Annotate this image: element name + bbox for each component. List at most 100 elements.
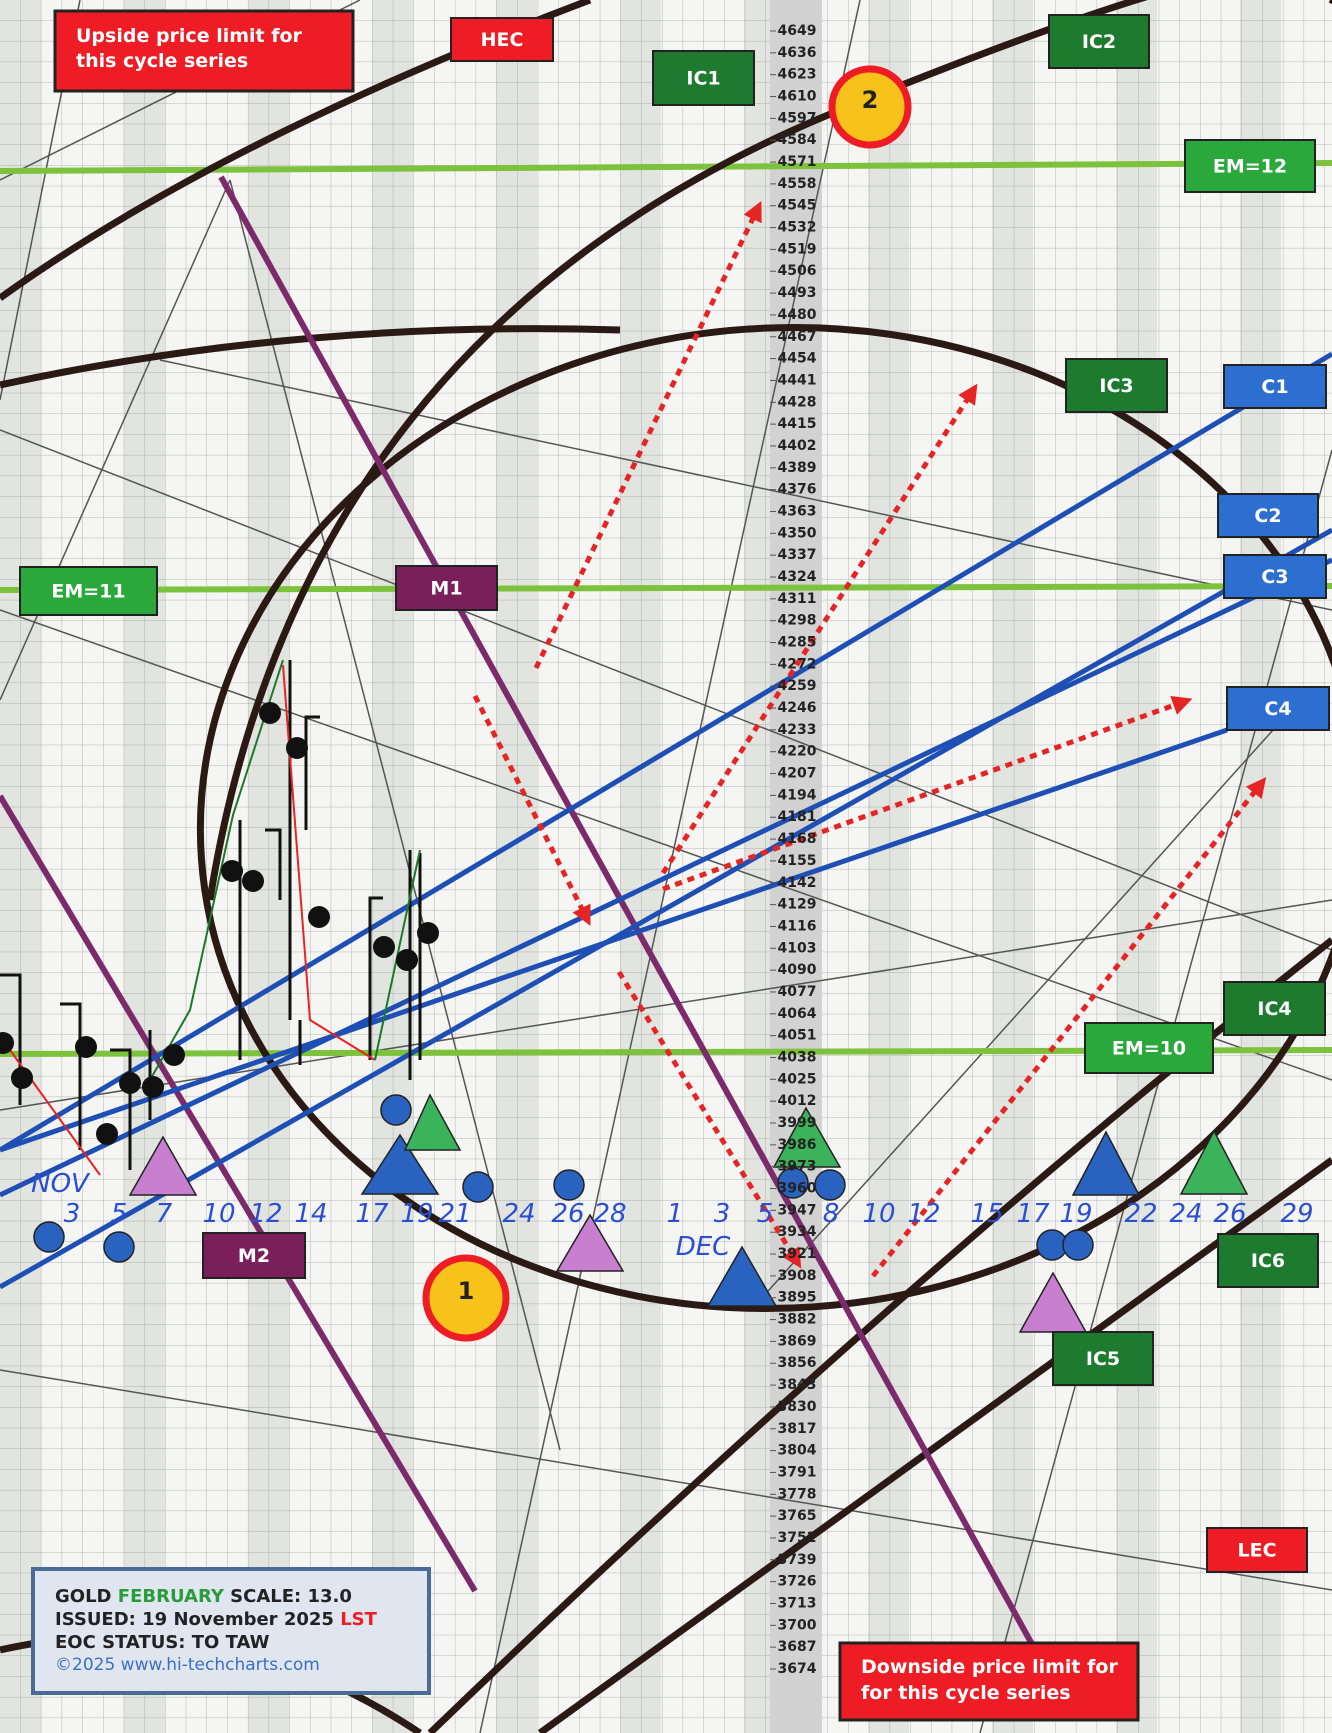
price-label: 4636 (778, 45, 817, 61)
tag-box (450, 17, 554, 62)
price-label: 4532 (778, 220, 817, 236)
boxes: Upside price limit for this cycle series… (53, 9, 1140, 1722)
info-text: SCALE: 13.0 (230, 1586, 352, 1607)
price-label: 3895 (778, 1290, 817, 1306)
date-label: 19 (1059, 1199, 1092, 1229)
date-label: 14 (294, 1199, 327, 1229)
date-label: 26 (1213, 1199, 1246, 1229)
price-label: 4220 (778, 744, 817, 760)
tag-label: IC6 (1251, 1250, 1285, 1272)
price-label: 3921 (778, 1246, 817, 1262)
price-label: 4610 (778, 89, 817, 105)
info-text: ©2025 www.hi-techcharts.com (55, 1655, 320, 1675)
tag-label: IC2 (1082, 31, 1116, 53)
price-label: 4623 (778, 67, 817, 83)
price-label: 4493 (778, 285, 817, 301)
price-label: 4571 (778, 154, 817, 170)
month-label: DEC (676, 1232, 731, 1262)
price-label: 4207 (778, 766, 817, 782)
price-label: 4415 (778, 416, 817, 432)
price-label: 4194 (778, 787, 817, 803)
price-label: 3752 (778, 1530, 817, 1546)
tag-label: C3 (1261, 566, 1288, 588)
price-label: 4363 (778, 503, 817, 519)
tag-label: C2 (1254, 505, 1281, 527)
price-label: 3804 (778, 1443, 817, 1459)
price-label: 4259 (778, 678, 817, 694)
price-label: 3817 (778, 1421, 817, 1437)
tag-label: C4 (1264, 698, 1291, 720)
price-label: 3713 (778, 1595, 817, 1611)
price-label: 4064 (778, 1006, 817, 1022)
tag-label: LEC (1237, 1540, 1276, 1562)
price-label: 4090 (778, 962, 817, 978)
price-label: 3765 (778, 1508, 817, 1524)
price-label: 4168 (778, 831, 817, 847)
cycle-symbols (33, 1093, 1249, 1333)
date-label: 24 (1169, 1199, 1202, 1229)
date-label: 8 (823, 1199, 840, 1229)
price-label: 4545 (778, 198, 817, 214)
tag-label: M2 (238, 1245, 270, 1267)
month-label: NOV (31, 1169, 91, 1199)
tags: HEC LEC IC1 IC2 IC3 IC4 IC5 IC6 C1 C2 C3 C4 EM=12 EM=… (19, 14, 1330, 1573)
marker-label: 2 (862, 86, 879, 114)
tag-label: EM=11 (51, 581, 125, 603)
date-label: 21 (438, 1199, 471, 1229)
price-label: 4038 (778, 1049, 817, 1065)
price-label: 3882 (778, 1312, 817, 1328)
price-label: 4246 (778, 700, 817, 716)
price-label: 4012 (778, 1093, 817, 1109)
price-label: 4324 (778, 569, 817, 585)
price-label: 4584 (778, 132, 817, 148)
price-label: 3986 (778, 1137, 817, 1153)
tag-box (1206, 1527, 1308, 1573)
tag-box (1223, 981, 1326, 1036)
note-box (838, 1641, 1140, 1722)
note-text: for this cycle series (861, 1682, 1071, 1704)
date-label: 17 (355, 1199, 389, 1229)
price-label: 3843 (778, 1377, 817, 1393)
tag-label: EM=10 (1112, 1038, 1186, 1060)
tag-box (1223, 554, 1327, 599)
price-label: 4649 (778, 23, 817, 39)
price-label: 4311 (778, 591, 817, 607)
tag-label: IC5 (1086, 1348, 1120, 1370)
price-label: 4402 (778, 438, 817, 454)
date-label: 24 (502, 1199, 535, 1229)
price-label: 3791 (778, 1464, 817, 1480)
date-label: 12 (907, 1199, 940, 1229)
price-label: 4350 (778, 525, 817, 541)
price-label: 3778 (778, 1486, 817, 1502)
date-label: 3 (714, 1199, 731, 1229)
tag-label: IC4 (1257, 998, 1291, 1020)
price-label: 3947 (778, 1202, 817, 1218)
tag-box (1223, 364, 1327, 409)
price-label: 3960 (778, 1181, 817, 1197)
price-label: 4597 (778, 110, 817, 126)
price-label: 3856 (778, 1355, 817, 1371)
price-label: 3687 (778, 1639, 817, 1655)
date-label: 12 (249, 1199, 282, 1229)
price-label: 4129 (778, 897, 817, 913)
price-label: 4480 (778, 307, 817, 323)
date-label: 7 (156, 1199, 173, 1229)
price-dots (0, 702, 439, 1145)
info-line: ISSUED: 19 November 2025 LST (55, 1609, 378, 1630)
date-label: 17 (1016, 1199, 1050, 1229)
info-box: GOLD FEBRUARY SCALE: 13.0 ISSUED: 19 Nov… (31, 1567, 431, 1695)
tag-label: IC3 (1099, 375, 1133, 397)
note-text: this cycle series (76, 50, 248, 72)
date-label: 10 (862, 1199, 895, 1229)
purple-lines (0, 175, 1036, 1648)
date-label: 26 (551, 1199, 584, 1229)
price-scale: 4649 4636 4623 4610 4597 4584 4571 4558 4545 4532… (770, 23, 817, 1677)
info-text: LST (340, 1609, 377, 1630)
price-label: 4558 (778, 176, 817, 192)
markers: 2 1 (422, 65, 912, 1342)
price-label: 4298 (778, 613, 817, 629)
tag-box (395, 565, 498, 611)
